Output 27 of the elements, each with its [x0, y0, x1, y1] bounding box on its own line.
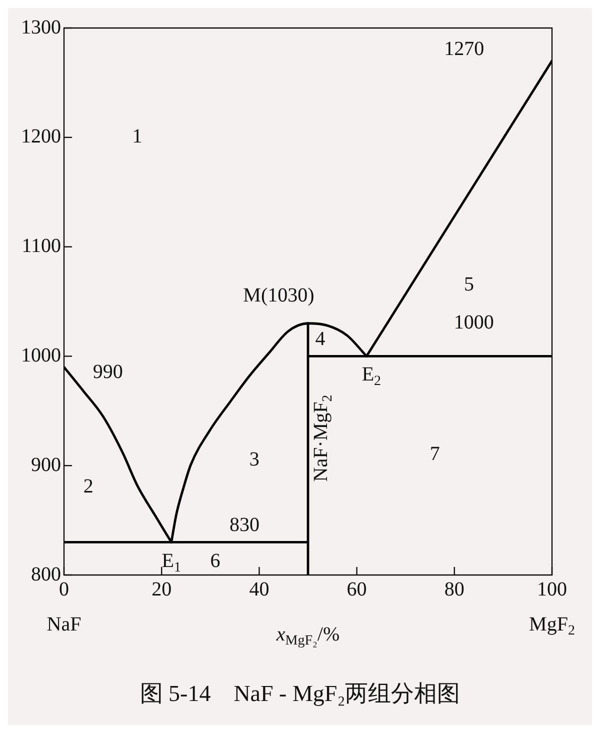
y-tick-label: 900 [31, 454, 61, 476]
y-tick-label: 1100 [22, 235, 61, 258]
annotation: 7 [430, 442, 440, 465]
x-tick-label: 100 [537, 578, 567, 600]
annotation: 830 [230, 514, 260, 536]
annotation: M(1030) [243, 284, 314, 306]
x-tick-label: 80 [444, 578, 464, 600]
annotation: NaF·MgF2 [310, 394, 336, 482]
x-tick-label: 20 [152, 578, 172, 600]
x-tick-label: 0 [59, 578, 69, 600]
annotation: 1270 [444, 38, 484, 60]
text: 图 5-14 NaF - MgF₂两组分相图 [140, 681, 460, 706]
y-tick-label: 1000 [21, 344, 61, 366]
x-tick-label: 40 [249, 578, 270, 600]
annotation: 1 [132, 126, 142, 148]
annotation: 5 [464, 273, 474, 296]
y-tick-label: 800 [31, 563, 61, 586]
y-tick-label: 1200 [21, 126, 61, 148]
annotation: 1000 [454, 312, 494, 334]
annotation: 4 [315, 328, 326, 350]
x-tick-label: 60 [346, 578, 367, 600]
annotation: 6 [210, 550, 220, 572]
annotation: 990 [92, 360, 123, 383]
text: NaF [46, 613, 82, 636]
annotation: 3 [249, 448, 260, 470]
annotation: 2 [83, 476, 94, 498]
y-tick-label: 1300 [21, 16, 61, 38]
